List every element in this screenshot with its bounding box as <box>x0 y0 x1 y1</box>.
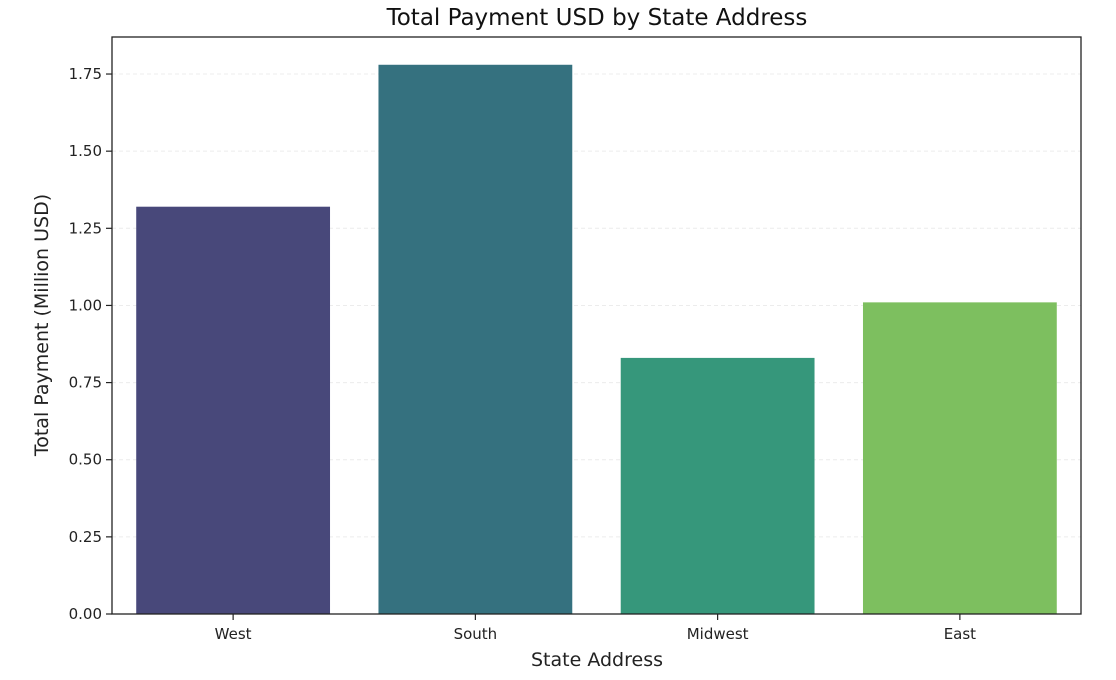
y-tick-label: 1.00 <box>69 296 102 314</box>
y-tick-label: 0.50 <box>69 451 102 469</box>
chart-title: Total Payment USD by State Address <box>386 5 808 31</box>
bar-south <box>378 64 573 615</box>
x-axis-title: State Address <box>531 649 663 671</box>
x-axis: West South Midwest East <box>215 614 976 643</box>
bars <box>136 64 1057 615</box>
y-tick-label: 0.25 <box>69 528 102 546</box>
x-tick-label: East <box>944 625 976 643</box>
x-tick-label: West <box>215 625 252 643</box>
plot-frame <box>111 36 1082 615</box>
y-axis: 0.00 0.25 0.50 0.75 1.00 1.25 1.50 1.75 <box>69 65 112 623</box>
bar-west <box>136 206 331 615</box>
bar-midwest <box>620 357 815 614</box>
bar-east <box>862 302 1057 614</box>
x-tick-label: Midwest <box>687 625 749 643</box>
y-tick-label: 1.50 <box>69 142 102 160</box>
y-tick-label: 1.75 <box>69 65 102 83</box>
y-tick-label: 1.25 <box>69 219 102 237</box>
x-tick-label: South <box>454 625 498 643</box>
y-axis-title: Total Payment (Million USD) <box>31 194 53 457</box>
y-tick-label: 0.00 <box>69 605 102 623</box>
y-tick-label: 0.75 <box>69 374 102 392</box>
